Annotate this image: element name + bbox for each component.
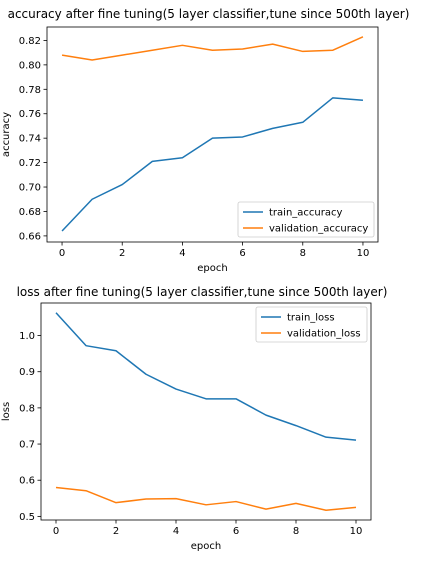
legend-label-validation_accuracy: validation_accuracy: [269, 224, 368, 235]
x-tick-label: 2: [113, 526, 119, 537]
y-tick-label: 0.5: [19, 512, 35, 523]
x-tick-label: 8: [300, 248, 306, 259]
plot-frame: [40, 302, 372, 521]
y-tick-label: 0.76: [19, 109, 41, 120]
legend-label-validation_loss: validation_loss: [287, 329, 361, 340]
plot-frame: [46, 26, 379, 243]
x-tick-label: 6: [233, 526, 239, 537]
y-tick-label: 0.8: [19, 403, 35, 414]
y-tick-label: 0.80: [19, 60, 41, 71]
x-tick-label: 2: [119, 248, 125, 259]
y-axis-label: accuracy: [1, 112, 12, 157]
legend-box: [237, 201, 375, 238]
chart-1: accuracy after fine tuning(5 layer class…: [1, 7, 409, 274]
y-tick-label: 0.72: [19, 158, 41, 169]
x-axis-label: epoch: [197, 263, 227, 274]
chart-title: loss after fine tuning(5 layer classifie…: [17, 285, 388, 299]
series-line-train_loss: [55, 312, 357, 441]
chart-title: accuracy after fine tuning(5 layer class…: [8, 7, 410, 21]
y-tick-label: 0.7: [19, 440, 35, 451]
x-tick-label: 10: [357, 248, 370, 259]
x-tick-label: 0: [53, 526, 59, 537]
y-tick-label: 0.82: [19, 36, 41, 47]
legend-label-train_loss: train_loss: [287, 313, 335, 324]
x-tick-label: 4: [173, 526, 179, 537]
x-tick-label: 10: [350, 526, 363, 537]
x-tick-label: 4: [179, 248, 185, 259]
legend-label-train_accuracy: train_accuracy: [269, 208, 342, 219]
y-tick-label: 0.6: [19, 476, 35, 487]
y-tick-label: 0.9: [19, 367, 35, 378]
x-tick-label: 8: [293, 526, 299, 537]
x-axis-label: epoch: [191, 541, 221, 552]
y-tick-label: 0.70: [19, 183, 41, 194]
x-tick-label: 6: [239, 248, 245, 259]
y-axis-label: loss: [1, 402, 12, 421]
series-line-validation_loss: [55, 486, 357, 511]
y-tick-label: 0.74: [19, 134, 41, 145]
y-tick-label: 0.78: [19, 85, 41, 96]
chart-2: loss after fine tuning(5 layer classifie…: [1, 285, 387, 552]
y-tick-label: 1.0: [19, 331, 35, 342]
y-tick-label: 0.66: [19, 231, 41, 242]
y-tick-label: 0.68: [19, 207, 41, 218]
series-line-validation_accuracy: [61, 36, 364, 61]
legend: train_loss validation_loss: [255, 306, 368, 343]
x-tick-label: 0: [59, 248, 65, 259]
legend-box: [255, 306, 368, 343]
legend: train_accuracy validation_accuracy: [237, 201, 375, 238]
series-line-train_accuracy: [61, 97, 364, 232]
